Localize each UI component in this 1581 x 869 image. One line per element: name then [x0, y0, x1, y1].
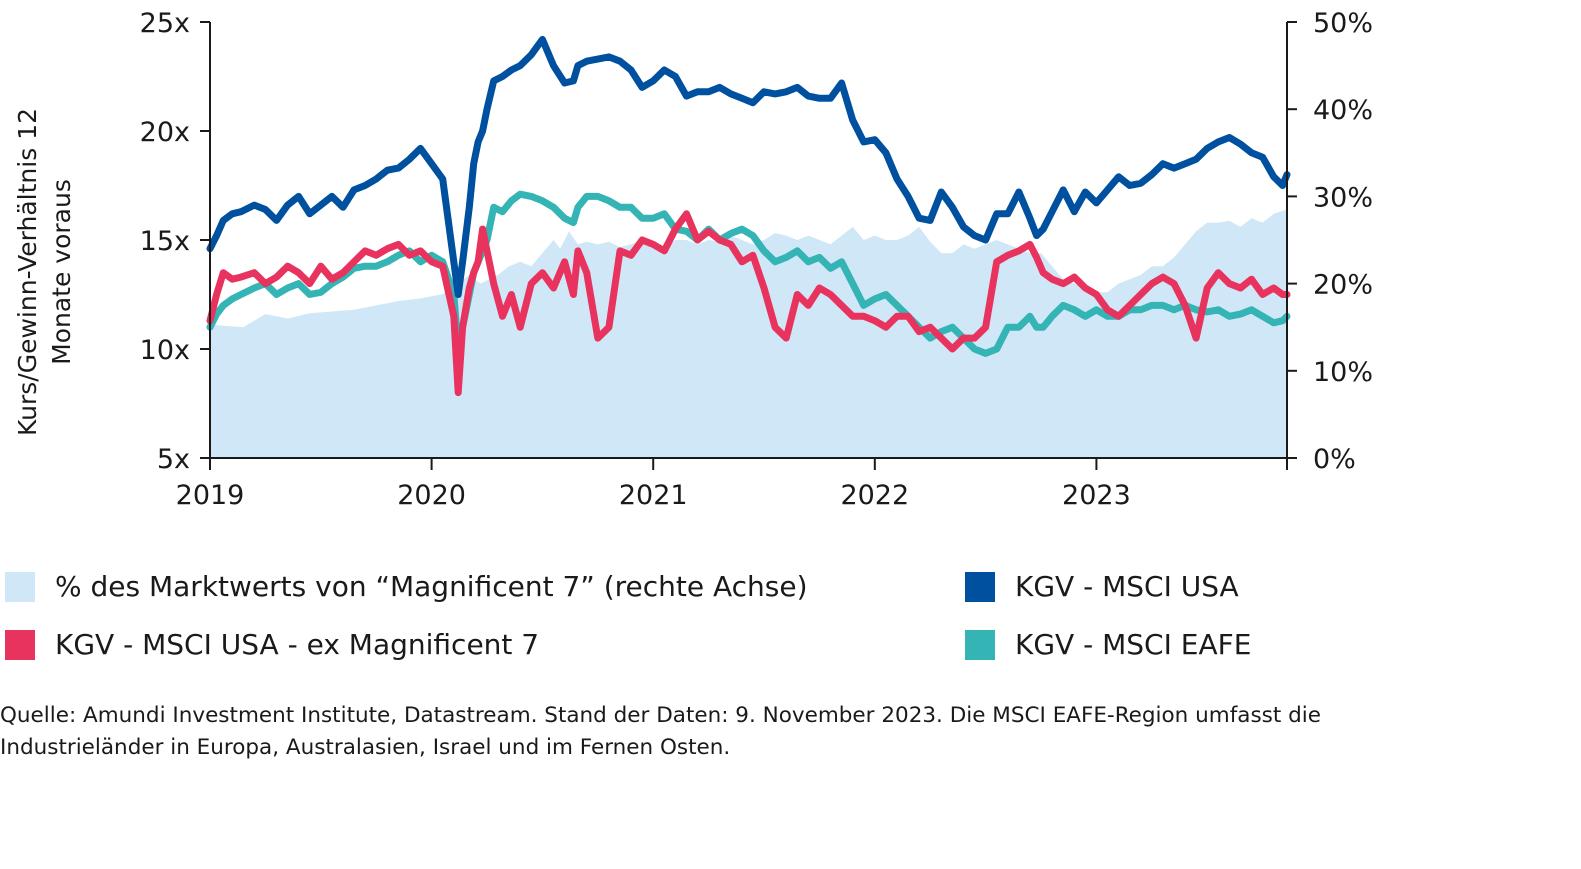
- y2-tick-label: 50%: [1313, 8, 1373, 39]
- ticks-layer: 25x 20x 15x 10x 5x 50% 40% 30% 20% 10% 0% 2019 2020 2…: [140, 8, 1373, 511]
- series-line-kgv-msci-usa: [206, 35, 1291, 298]
- y-axis-title: Kurs/Gewinn-Verhältnis 12 Monate voraus: [13, 108, 76, 436]
- y2-tick-label: 20%: [1313, 270, 1373, 301]
- x-tick-label: 2023: [1062, 480, 1131, 511]
- legend-item-msci-eafe: KGV - MSCI EAFE: [965, 628, 1251, 661]
- y-tick-label: 20x: [140, 117, 190, 148]
- series-layer: [206, 35, 1291, 458]
- source-note: Quelle: Amundi Investment Institute, Dat…: [0, 703, 1321, 760]
- series-area-magnificent-share: [210, 209, 1287, 458]
- legend-item-msci-usa: KGV - MSCI USA: [965, 570, 1239, 603]
- x-tick-label: 2019: [176, 480, 245, 511]
- series-line-kgv-msci-usa-ex-magnificent-7: [206, 210, 1291, 397]
- x-tick-label: 2020: [397, 480, 466, 511]
- y2-tick-label: 0%: [1313, 444, 1356, 475]
- y-tick-label: 25x: [140, 8, 190, 39]
- legend-label-msci-usa-ex-mag7: KGV - MSCI USA - ex Magnificent 7: [55, 628, 540, 661]
- legend-label-magnificent-share: % des Marktwerts von “Magnificent 7” (re…: [55, 570, 808, 603]
- y2-tick-label: 40%: [1313, 95, 1373, 126]
- legend-swatch-msci-eafe: [965, 629, 995, 660]
- legend-item-magnificent-share: % des Marktwerts von “Magnificent 7” (re…: [5, 570, 808, 603]
- y2-tick-label: 30%: [1313, 182, 1373, 213]
- legend-swatch-magnificent-share: [5, 571, 35, 602]
- y-tick-label: 5x: [157, 444, 190, 475]
- legend-label-msci-usa: KGV - MSCI USA: [1015, 570, 1239, 603]
- y2-tick-label: 10%: [1313, 357, 1373, 388]
- x-tick-label: 2021: [619, 480, 688, 511]
- legend-swatch-msci-usa-ex-mag7: [5, 629, 35, 660]
- y-tick-label: 10x: [140, 335, 190, 366]
- x-tick-label: 2022: [840, 480, 909, 511]
- chart: 25x 20x 15x 10x 5x 50% 40% 30% 20% 10% 0% 2019 2020 2…: [13, 8, 1373, 511]
- legend-swatch-msci-usa: [965, 571, 995, 602]
- legend-item-msci-usa-ex-mag7: KGV - MSCI USA - ex Magnificent 7: [5, 628, 539, 661]
- legend-label-msci-eafe: KGV - MSCI EAFE: [1015, 628, 1252, 661]
- y-tick-label: 15x: [140, 226, 190, 257]
